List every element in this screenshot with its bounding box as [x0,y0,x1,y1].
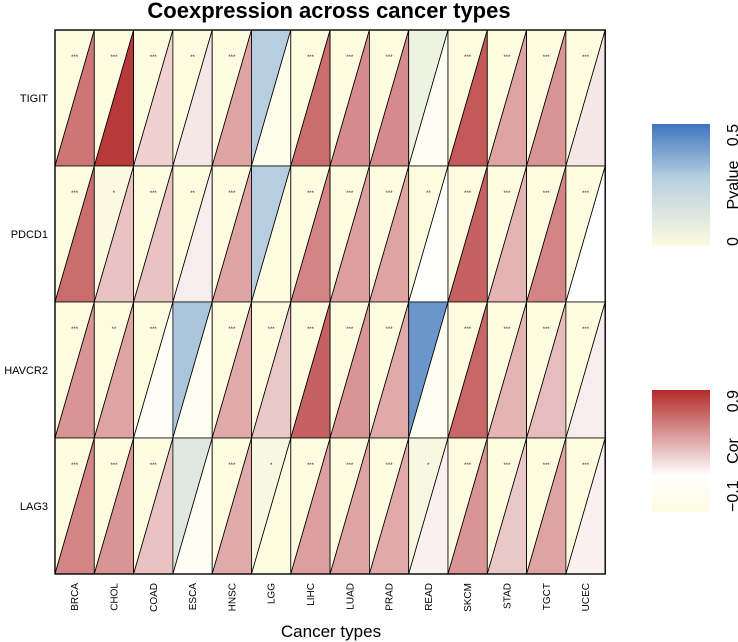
col-label-brca: BRCA [70,583,81,611]
pvalue-legend: Pvalue 0.5 0 [652,124,738,246]
col-label-luad: LUAD [345,583,356,610]
signif-label-lag3-coad: *** [150,463,158,469]
signif-label-lag3-stad: *** [503,463,511,469]
col-label-tgct: TGCT [542,583,553,610]
signif-label-havcr2-brca: *** [71,327,79,333]
signif-label-havcr2-ucec: *** [582,327,590,333]
cor-legend-tick-high: 0.9 [725,390,738,412]
cor-legend-tick-low: −0.1 [725,480,738,512]
gene-labels: TIGIT PDCD1 HAVCR2 LAG3 [4,93,48,513]
pvalue-legend-tick-high: 0.5 [725,124,738,146]
signif-label-lag3-lihc: *** [307,463,315,469]
signif-label-lag3-prad: *** [386,463,394,469]
chart-title: Coexpression across cancer types [147,0,510,23]
signif-label-tigit-ucec: *** [582,55,590,61]
signif-label-tigit-hnsc: *** [228,55,236,61]
cor-legend-bar [652,390,710,512]
signif-label-tigit-coad: *** [150,55,158,61]
signif-label-pdcd1-read: ** [426,191,431,197]
signif-label-lag3-lgg: * [270,463,273,469]
row-label-pdcd1: PDCD1 [11,229,48,241]
signif-label-tigit-luad: *** [346,55,354,61]
col-label-ucec: UCEC [581,583,592,611]
cancer-type-labels: BRCA CHOL COAD ESCA HNSC LGG LIHC LUAD PRAD READ S… [70,583,592,612]
row-label-lag3: LAG3 [20,501,48,513]
signif-label-havcr2-coad: *** [150,327,158,333]
signif-label-lag3-luad: *** [346,463,354,469]
pvalue-legend-tick-low: 0 [725,237,738,246]
signif-label-tigit-esca: ** [190,55,195,61]
x-axis-label: Cancer types [281,622,381,641]
signif-label-tigit-prad: *** [386,55,394,61]
col-label-read: READ [424,583,435,611]
signif-label-havcr2-stad: *** [503,327,511,333]
signif-label-havcr2-hnsc: *** [228,327,236,333]
signif-label-havcr2-skcm: *** [464,327,472,333]
signif-label-havcr2-chol: ** [112,327,117,333]
signif-label-havcr2-prad: *** [386,327,394,333]
signif-label-pdcd1-luad: *** [346,191,354,197]
signif-label-tigit-skcm: *** [464,55,472,61]
pvalue-legend-bar [652,124,710,246]
col-label-lihc: LIHC [306,583,317,606]
signif-label-lag3-brca: *** [71,463,79,469]
signif-label-tigit-stad: *** [503,55,511,61]
cor-legend-title: Cor [725,437,738,463]
signif-label-lag3-hnsc: *** [228,463,236,469]
signif-label-tigit-tgct: *** [543,55,551,61]
col-label-chol: CHOL [109,583,120,611]
signif-label-havcr2-lihc: *** [307,327,315,333]
signif-label-pdcd1-lihc: *** [307,191,315,197]
signif-label-lag3-chol: *** [110,463,118,469]
col-label-stad: STAD [502,583,513,609]
col-label-skcm: SKCM [463,583,474,612]
col-label-lgg: LGG [267,583,278,604]
col-label-esca: ESCA [188,583,199,611]
signif-label-havcr2-lgg: *** [268,327,276,333]
signif-label-tigit-chol: *** [110,55,118,61]
signif-label-havcr2-luad: *** [346,327,354,333]
signif-label-pdcd1-prad: *** [386,191,394,197]
cor-legend: Cor 0.9 −0.1 [652,390,738,512]
signif-label-pdcd1-ucec: *** [582,191,590,197]
pvalue-legend-title: Pvalue [725,160,738,209]
signif-label-havcr2-tgct: *** [543,327,551,333]
signif-label-tigit-brca: *** [71,55,79,61]
signif-label-pdcd1-stad: *** [503,191,511,197]
signif-label-lag3-tgct: *** [543,463,551,469]
signif-label-pdcd1-esca: ** [190,191,195,197]
heatmap-border [54,29,606,575]
signif-label-pdcd1-brca: *** [71,191,79,197]
signif-label-pdcd1-skcm: *** [464,191,472,197]
signif-label-pdcd1-chol: * [113,191,116,197]
signif-label-lag3-ucec: *** [582,463,590,469]
signif-label-lag3-read: * [427,463,430,469]
signif-label-pdcd1-hnsc: *** [228,191,236,197]
signif-label-pdcd1-coad: *** [150,191,158,197]
signif-label-tigit-lihc: *** [307,55,315,61]
row-label-tigit: TIGIT [20,93,48,105]
signif-label-lag3-skcm: *** [464,463,472,469]
col-label-hnsc: HNSC [227,583,238,611]
signif-label-pdcd1-tgct: *** [543,191,551,197]
heatmap-cells: *** *** *** ** *** *** *** *** *** *** *** ****** * *… [54,29,606,575]
col-label-prad: PRAD [385,583,396,611]
col-label-coad: COAD [149,583,160,612]
row-label-havcr2: HAVCR2 [4,365,48,377]
